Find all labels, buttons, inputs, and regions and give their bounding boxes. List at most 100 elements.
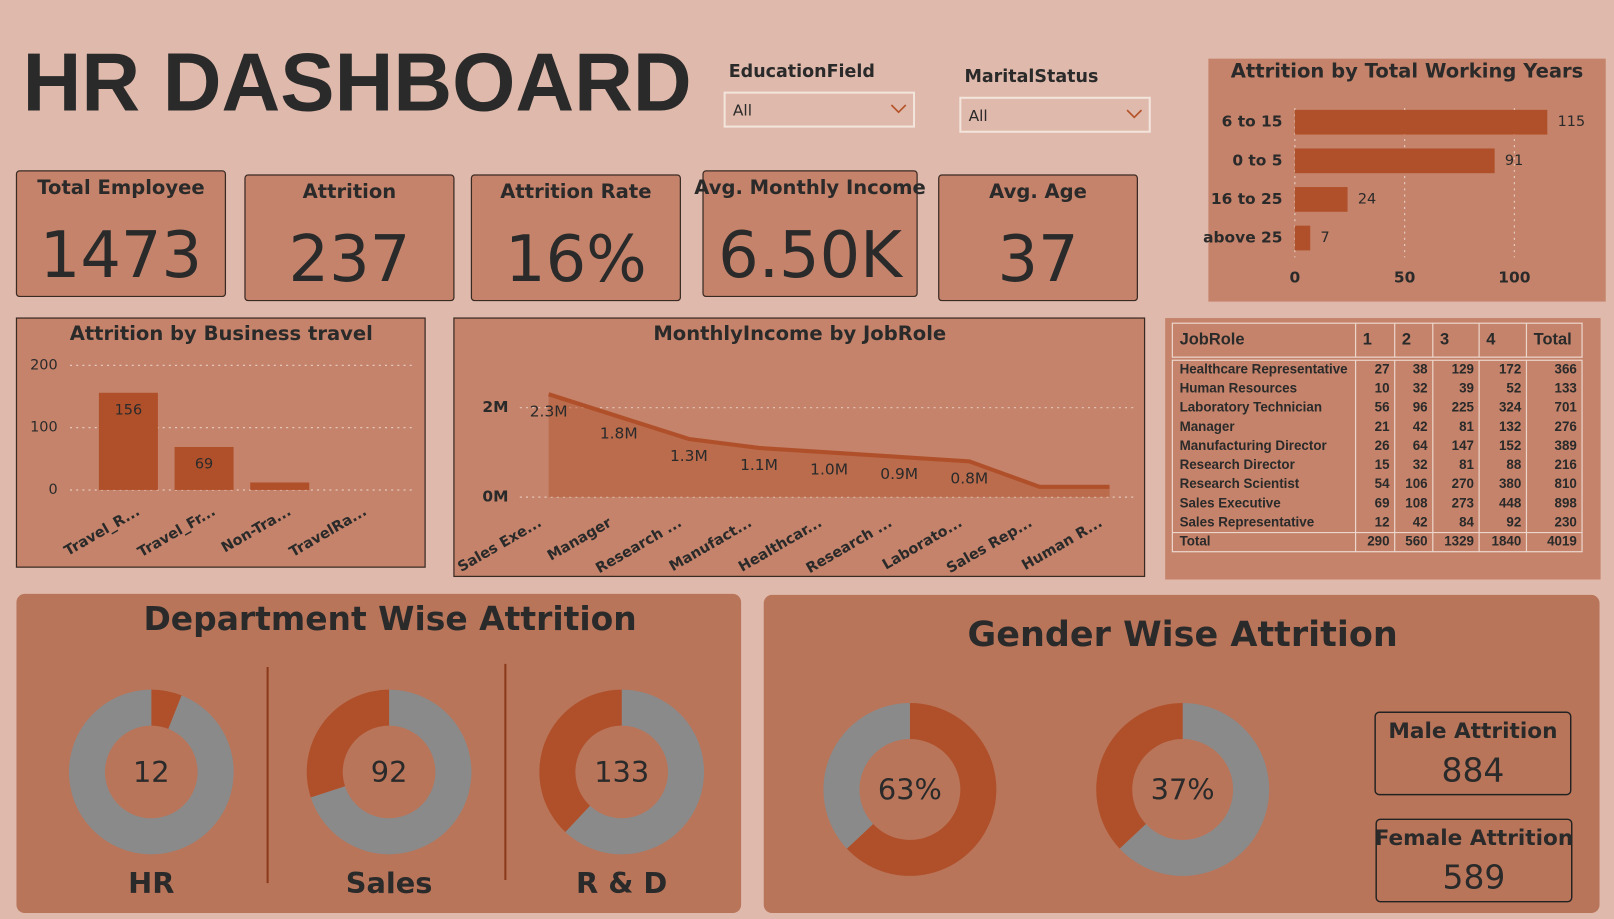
kpi-label: Attrition Rate: [500, 180, 651, 203]
chart-title: Attrition by Business travel: [70, 322, 373, 345]
table-cell: 276: [1555, 419, 1577, 434]
kpi-label: Attrition: [303, 180, 397, 203]
kpi-value: 6.50K: [718, 219, 904, 293]
section-title: Gender Wise Attrition: [968, 615, 1398, 655]
bar: [1294, 187, 1348, 212]
table-cell: Human Resources: [1180, 381, 1297, 396]
table-border: [1171, 359, 1583, 553]
filter-dropdown[interactable]: [723, 91, 916, 128]
kpi-label: Avg. Age: [989, 180, 1087, 203]
kpi-card: [702, 170, 918, 298]
donut-slice: [1096, 703, 1183, 849]
table-cell: 273: [1452, 495, 1474, 510]
kpi-label: Total Employee: [37, 176, 204, 199]
table-cell: 147: [1452, 438, 1474, 453]
filter-label: EducationField: [729, 62, 875, 82]
table-cell: 81: [1459, 457, 1474, 472]
table-header: 3: [1440, 331, 1449, 349]
data-label: 1.0M: [810, 460, 848, 478]
dashboard-title: HR DASHBOARD: [23, 36, 692, 128]
table-cell: 15: [1375, 457, 1390, 472]
table-cell: 560: [1405, 534, 1427, 549]
table-cell: 1840: [1492, 534, 1522, 549]
table-cell: 132: [1499, 419, 1521, 434]
kpi-value: 884: [1442, 750, 1505, 789]
table-cell: Research Scientist: [1180, 476, 1300, 491]
table-cell: 366: [1555, 361, 1577, 376]
table-cell: 152: [1499, 438, 1521, 453]
table-cell: 88: [1506, 457, 1521, 472]
chart-title: MonthlyIncome by JobRole: [653, 322, 946, 345]
table-cell: Total: [1180, 534, 1211, 549]
donut-center-label: 37%: [1151, 773, 1215, 807]
y-tick-label: 0 to 5: [1232, 151, 1282, 169]
kpi-value: 589: [1443, 858, 1506, 897]
table-cell: 42: [1413, 515, 1428, 530]
table-cell: 701: [1555, 400, 1578, 415]
panel: [453, 317, 1146, 578]
kpi-card: [470, 174, 681, 302]
table-cell: 270: [1452, 476, 1474, 491]
y-tick-label: 100: [30, 420, 58, 436]
area: [548, 394, 1110, 498]
table-cell: 92: [1506, 515, 1521, 530]
donut-slice: [846, 703, 997, 876]
table-cell: 38: [1413, 361, 1428, 376]
filter-value: All: [733, 102, 752, 120]
y-tick-label: 2M: [482, 398, 508, 416]
filter-value: All: [969, 107, 988, 125]
filter-dropdown[interactable]: [959, 96, 1151, 133]
table-cell: Manager: [1180, 419, 1235, 434]
table-cell: 230: [1555, 515, 1577, 530]
table-header: 1: [1363, 331, 1372, 349]
bar: [174, 446, 234, 490]
donut-center-label: 12: [133, 755, 170, 789]
table-cell: 448: [1499, 495, 1522, 510]
table-cell: 389: [1555, 438, 1577, 453]
y-tick-label: 0: [48, 482, 57, 498]
panel: [16, 593, 742, 913]
panel: [1165, 318, 1601, 580]
y-tick-label: 0M: [482, 488, 508, 506]
table-cell: 69: [1375, 495, 1390, 510]
table-cell: 26: [1375, 438, 1390, 453]
donut-title: R & D: [576, 866, 667, 900]
table-cell: 27: [1375, 361, 1390, 376]
y-tick-label: 16 to 25: [1211, 190, 1283, 208]
table-cell: 64: [1413, 438, 1428, 453]
table-cell: Sales Representative: [1180, 515, 1315, 530]
kpi-card: [938, 174, 1138, 302]
kpi-label: Avg. Monthly Income: [694, 176, 926, 199]
data-label: 69: [195, 456, 213, 472]
data-label: 0.9M: [880, 465, 918, 483]
table-cell: 39: [1459, 381, 1474, 396]
table-cell: 106: [1405, 476, 1427, 491]
table-header: JobRole: [1180, 331, 1245, 349]
table-cell: Sales Executive: [1180, 495, 1281, 510]
kpi-label: Female Attrition: [1375, 826, 1574, 851]
section-title: Department Wise Attrition: [143, 599, 636, 638]
filter-label: MaritalStatus: [964, 67, 1098, 87]
table-cell: 10: [1375, 381, 1390, 396]
x-tick-label: 100: [1498, 268, 1530, 286]
donut-slice: [306, 689, 390, 798]
kpi-label: Male Attrition: [1388, 719, 1557, 744]
donut-slice: [68, 689, 234, 855]
data-label: 115: [1558, 114, 1586, 130]
donut-title: HR: [128, 866, 174, 900]
donut-slice: [823, 703, 910, 849]
table-cell: 216: [1555, 457, 1577, 472]
table-cell: Manufacturing Director: [1180, 438, 1327, 453]
data-label: 0.8M: [950, 469, 988, 487]
table-cell: 898: [1555, 495, 1578, 510]
donut-slice: [565, 689, 705, 855]
table-header: 4: [1486, 331, 1496, 349]
kpi-value: 237: [289, 223, 411, 297]
data-label: 1.1M: [740, 456, 778, 474]
data-label: 7: [1321, 230, 1330, 246]
kpi-card: [1374, 711, 1572, 796]
kpi-value: 1473: [40, 219, 202, 293]
table-cell: 4019: [1547, 534, 1577, 549]
table-cell: 42: [1413, 419, 1428, 434]
